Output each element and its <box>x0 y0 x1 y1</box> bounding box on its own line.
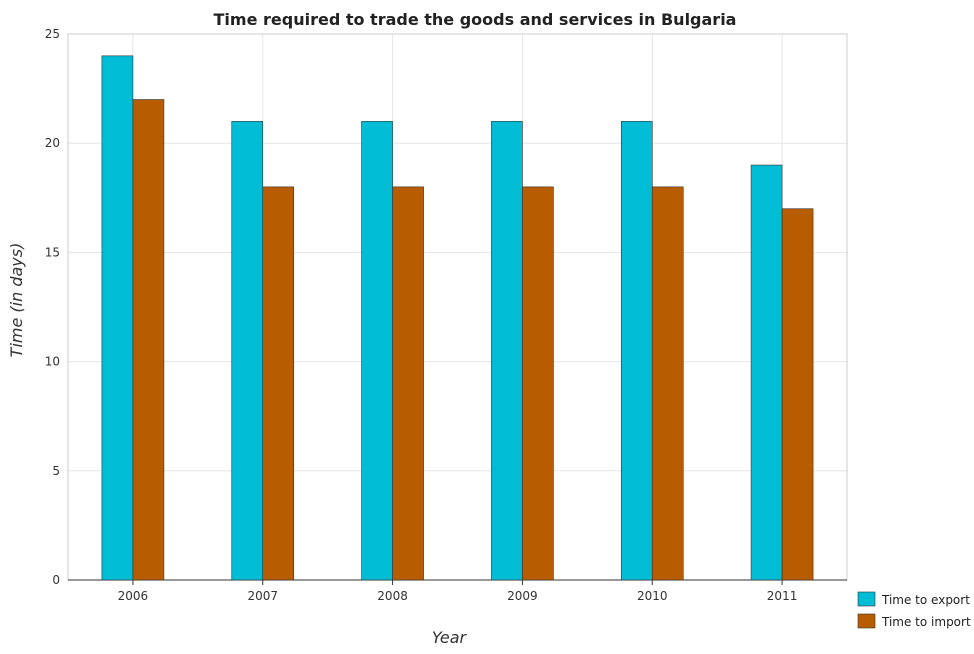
bar-export-2009 <box>491 121 523 581</box>
x-tick-label: 2011 <box>767 589 798 603</box>
legend-label: Time to import <box>881 615 971 629</box>
legend-label: Time to export <box>881 593 970 607</box>
x-tick-label: 2007 <box>247 589 278 603</box>
y-tick-label: 0 <box>52 573 60 587</box>
gridlines <box>68 33 847 581</box>
x-tick-label: 2010 <box>637 589 668 603</box>
bars <box>101 55 814 581</box>
x-axis-title: Year <box>432 628 468 647</box>
bar-export-2006 <box>101 55 134 581</box>
y-tick-label: 20 <box>45 136 60 150</box>
bar-import-2007 <box>262 186 295 581</box>
y-tick-label: 10 <box>45 355 60 369</box>
y-axis-title: Time (in days) <box>7 243 26 358</box>
y-tick-label: 5 <box>52 464 60 478</box>
tick-labels: 0 5 10 15 20 25 2006 2007 2008 2009 2010 2011 <box>45 27 798 603</box>
bar-export-2011 <box>750 164 783 581</box>
bar-export-2007 <box>231 121 264 581</box>
bar-import-2011 <box>781 208 814 581</box>
x-tick-label: 2009 <box>507 589 538 603</box>
chart-title: Time required to trade the goods and ser… <box>214 10 737 29</box>
bar-export-2008 <box>361 121 393 581</box>
bar-import-2009 <box>522 186 554 581</box>
bar-import-2006 <box>132 99 165 581</box>
bar-import-2008 <box>392 186 424 581</box>
plot-frame <box>67 33 848 581</box>
legend-swatch <box>857 613 876 629</box>
y-tick-label: 25 <box>45 27 60 41</box>
legend: Time to export Time to import <box>857 591 971 629</box>
x-tick-label: 2008 <box>377 589 408 603</box>
legend-swatch <box>857 591 876 607</box>
axes <box>67 33 848 585</box>
bar-import-2010 <box>651 186 684 581</box>
y-tick-label: 15 <box>45 245 60 259</box>
x-tick-label: 2006 <box>118 589 149 603</box>
bar-export-2010 <box>620 121 653 581</box>
